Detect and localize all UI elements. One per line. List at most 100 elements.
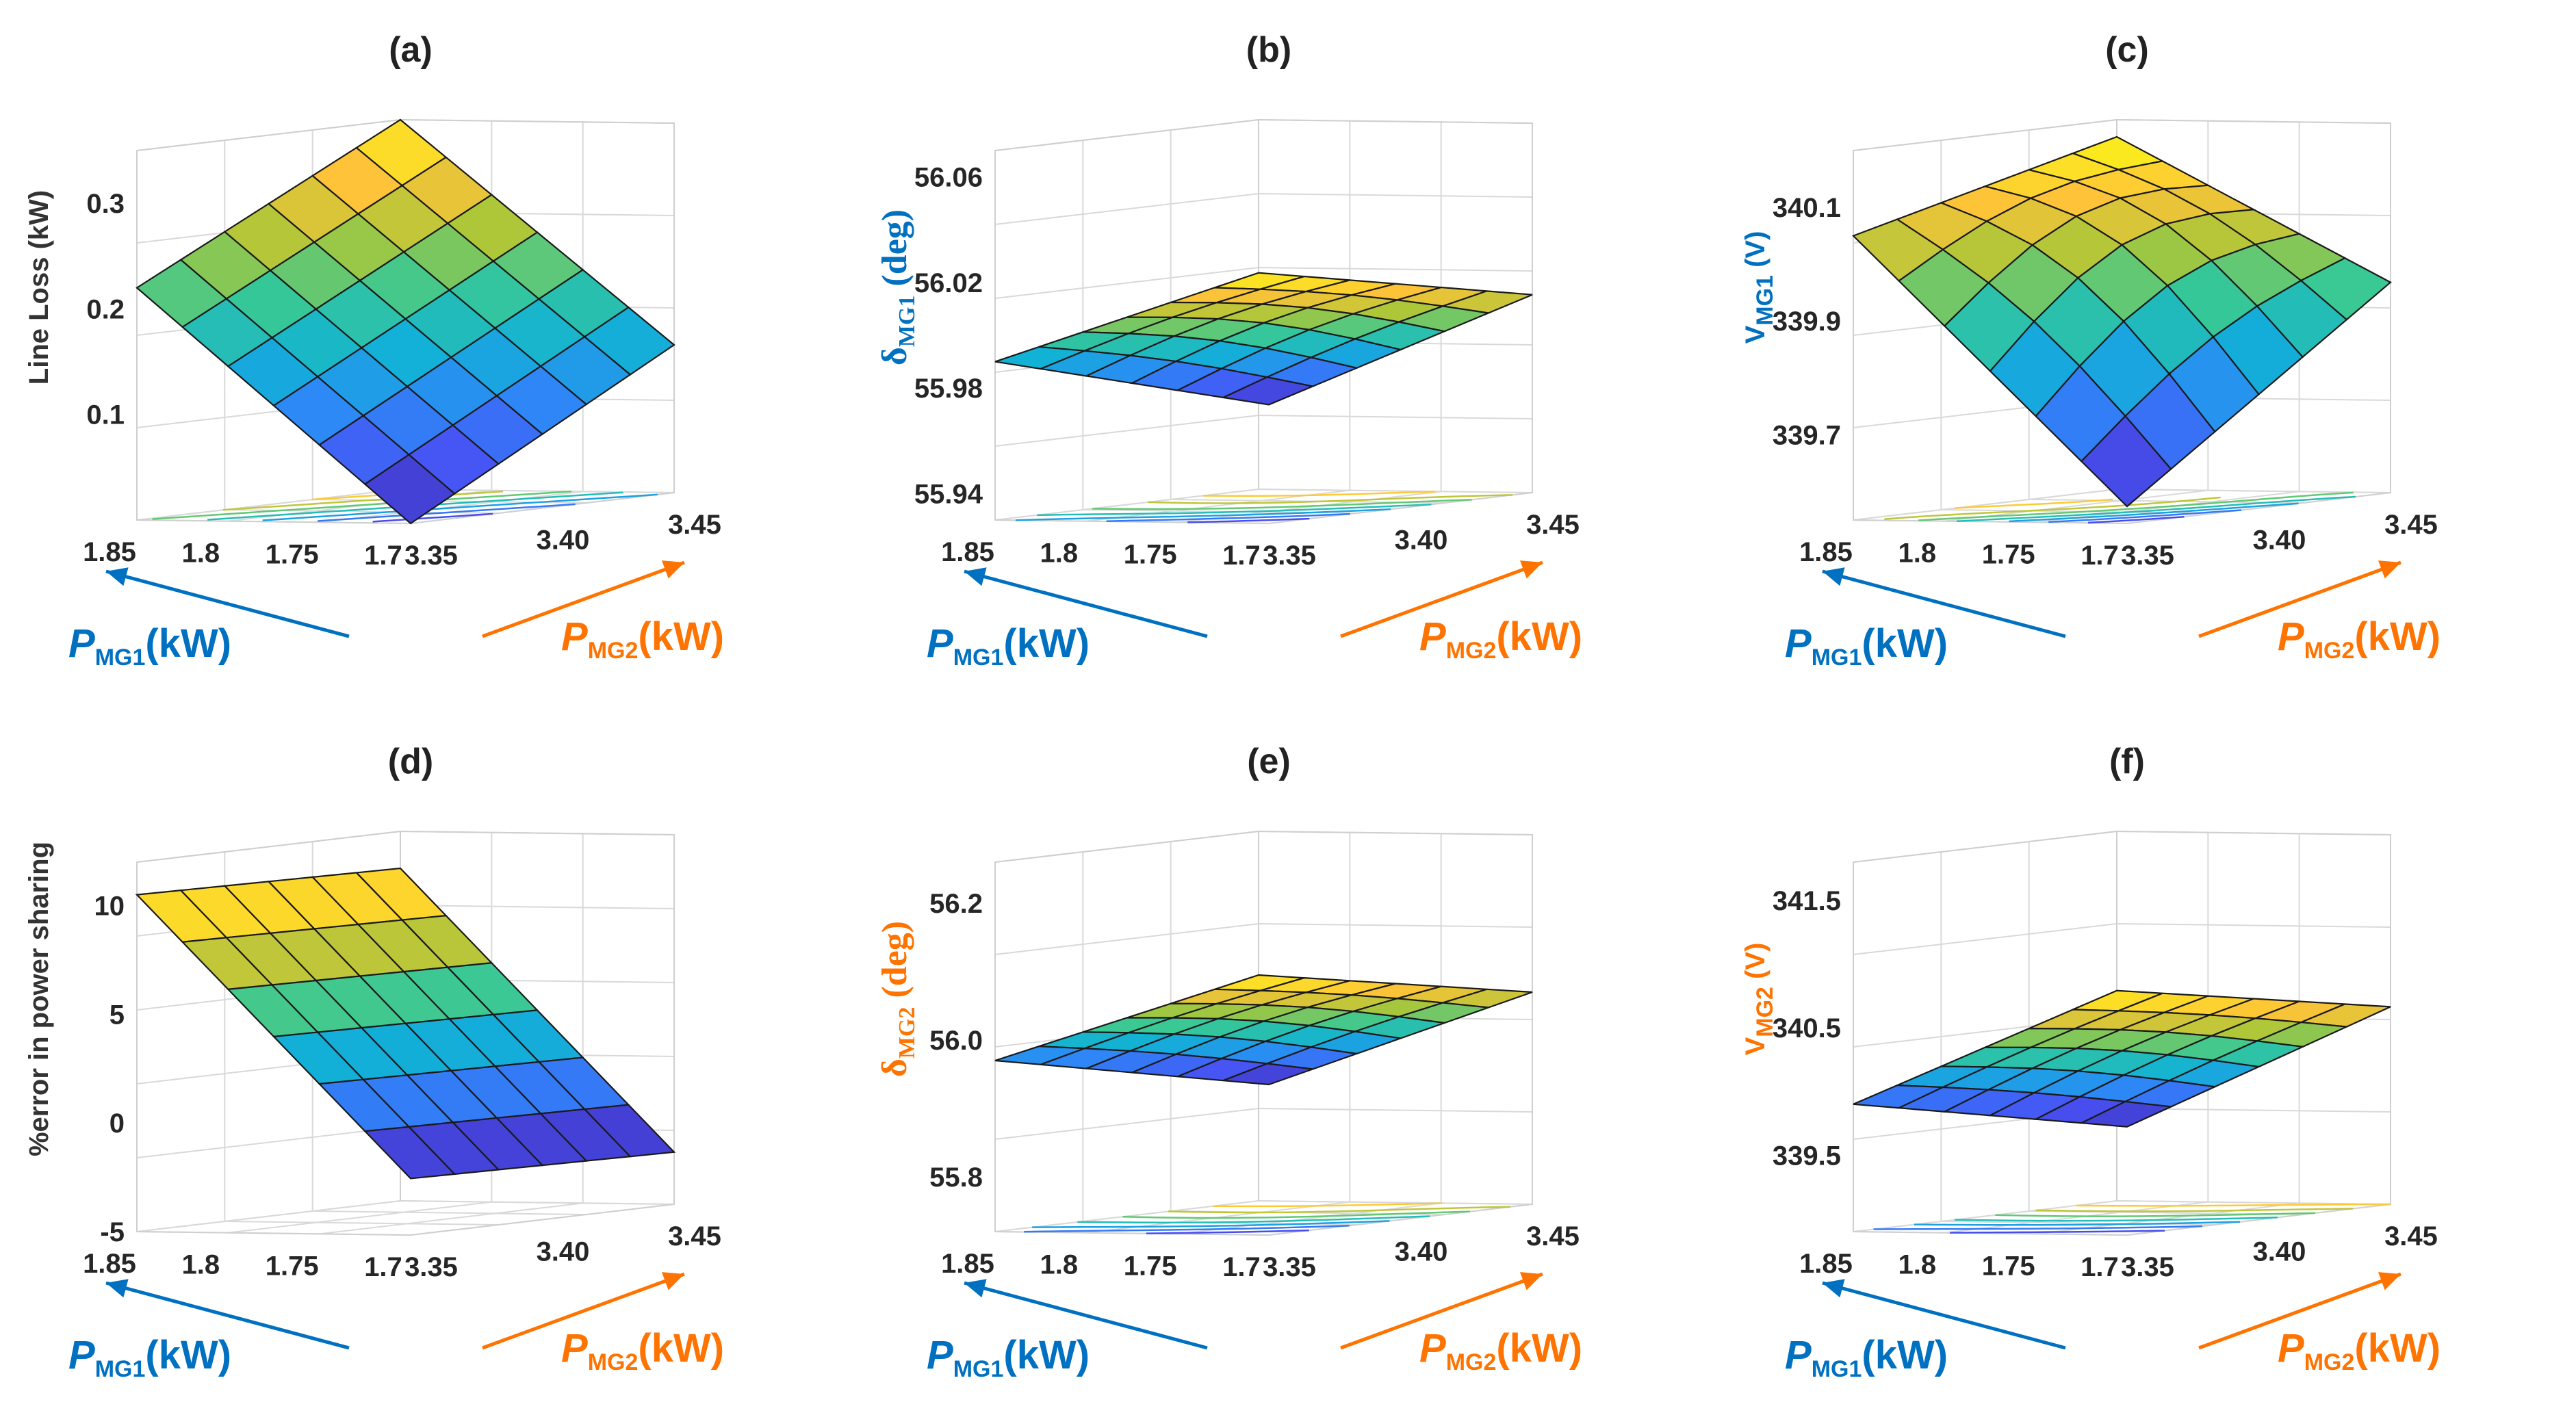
- contour-line: [1914, 1221, 2241, 1226]
- z-tick-label: 339.9: [1773, 307, 1841, 337]
- z-label-sub: MG1: [1752, 275, 1778, 326]
- x-tick-label: 1.85: [1799, 1249, 1853, 1279]
- p-mg1-arrow: [964, 569, 1208, 638]
- y-axis-label-sub: MG2: [1446, 638, 1497, 664]
- z-axis: 339.5 340.5 341.5: [1773, 886, 1841, 1171]
- surface: [1853, 989, 2391, 1128]
- x-axis-label-sub: MG1: [1812, 645, 1862, 671]
- y-tick-label: 3.40: [1395, 1237, 1448, 1267]
- contour-line: [1957, 495, 2356, 522]
- y-axis-label: PMG2(kW): [2278, 614, 2440, 664]
- y-tick-label: 3.40: [2253, 1237, 2306, 1267]
- x-tick-label: 1.75: [1124, 1251, 1177, 1281]
- x-axis-label-unit: (kW): [1003, 1333, 1090, 1377]
- grid-line: [136, 1200, 401, 1232]
- grid-line: [312, 1210, 587, 1215]
- y-tick-label: 3.45: [2384, 1221, 2438, 1251]
- z-tick-label: 55.94: [914, 479, 983, 509]
- grid-line: [136, 489, 401, 521]
- x-tick-label: 1.85: [941, 537, 994, 567]
- p-mg2-arrow-head: [1520, 560, 1543, 579]
- panel-title: (a): [389, 30, 433, 70]
- z-tick-label: 56.02: [914, 268, 983, 298]
- x-axis-label-sub: MG1: [953, 645, 1004, 671]
- panel-a: (a) 0.1 0.2 0.3 Line Loss (kW) 1.85 1.8 1.75 1.7…: [24, 30, 724, 671]
- contour-line: [1077, 1215, 1430, 1224]
- contour-line: [1213, 1202, 1443, 1208]
- contour-line: [1955, 498, 2113, 509]
- x-axis: 1.85 1.8 1.75 1.7: [941, 537, 1261, 571]
- contour-line: [1148, 494, 1513, 504]
- z-axis: 339.7 339.9 340.1: [1773, 193, 1841, 450]
- x-tick-label: 1.7: [364, 1252, 402, 1282]
- p-mg2-arrow: [2198, 560, 2401, 638]
- p-mg1-arrow-head: [1822, 567, 1845, 586]
- z-axis-label: Line Loss (kW): [24, 190, 54, 385]
- x-tick-label: 1.75: [266, 539, 319, 569]
- grid-line: [1944, 1201, 2208, 1234]
- x-axis-label-main: P: [927, 621, 953, 666]
- y-tick-label: 3.45: [668, 1221, 721, 1251]
- x-axis-label-main: P: [1785, 1333, 1812, 1377]
- p-mg1-arrow-head: [106, 1279, 129, 1298]
- z-tick-label: 340.5: [1773, 1013, 1841, 1043]
- z-axis: 55.8 56.0 56.2: [929, 889, 983, 1193]
- x-axis-label: PMG1(kW): [68, 621, 231, 671]
- contour-line: [1203, 491, 1436, 497]
- y-axis-label-unit: (kW): [638, 1326, 724, 1371]
- p-mg1-arrow-head: [106, 567, 129, 586]
- z-axis-label: VMG1 (V): [1740, 231, 1778, 344]
- y-tick-label: 3.35: [1263, 541, 1316, 571]
- z-axis: 0.1 0.2 0.3: [86, 189, 125, 430]
- x-axis-label-unit: (kW): [145, 621, 231, 666]
- panel-title: (f): [2109, 742, 2145, 781]
- x-axis-label-sub: MG1: [1812, 1356, 1862, 1382]
- y-axis-label: PMG2(kW): [2278, 1326, 2440, 1375]
- z-tick-label: 5: [110, 1000, 125, 1030]
- p-mg1-arrow: [105, 1281, 350, 1350]
- p-mg2-arrow-head: [662, 1272, 684, 1290]
- x-axis-label: PMG1(kW): [68, 1333, 231, 1382]
- y-tick-label: 3.40: [537, 525, 590, 556]
- y-axis-label-main: P: [1419, 1326, 1446, 1371]
- x-axis: 1.85 1.8 1.75 1.7: [83, 1249, 402, 1282]
- y-tick-label: 3.40: [537, 1237, 590, 1267]
- z-tick-label: 0.2: [86, 294, 125, 324]
- z-tick-label: 56.0: [929, 1026, 983, 1056]
- y-axis-label-unit: (kW): [1496, 614, 1582, 659]
- p-mg1-arrow: [964, 1281, 1208, 1350]
- grid-line: [136, 1199, 675, 1232]
- z-tick-label: 0.3: [86, 189, 125, 219]
- y-axis: 3.35 3.40 3.45: [1263, 510, 1580, 571]
- y-axis-label-sub: MG2: [1446, 1349, 1497, 1375]
- z-label-unit: (deg): [875, 209, 914, 296]
- z-label-unit: (V): [1740, 943, 1770, 987]
- z-tick-label: 55.98: [914, 374, 983, 404]
- z-tick-label: 339.5: [1773, 1141, 1841, 1171]
- contour-line: [1884, 496, 2221, 520]
- grid-line: [994, 1107, 1533, 1140]
- x-axis-label: PMG1(kW): [927, 621, 1090, 671]
- grid-line: [1258, 489, 1533, 493]
- contour-line: [1106, 512, 1350, 522]
- z-tick-label: 341.5: [1773, 886, 1841, 916]
- x-axis-label: PMG1(kW): [1785, 1333, 1948, 1382]
- z-tick-label: 10: [94, 892, 125, 922]
- z-axis: -5 0 5 10: [94, 892, 125, 1247]
- x-axis-label-unit: (kW): [1003, 621, 1090, 666]
- z-label-sub: MG1: [894, 296, 920, 348]
- surface: [135, 867, 676, 1180]
- contour-line: [1187, 517, 1310, 523]
- y-tick-label: 3.35: [1263, 1252, 1316, 1282]
- y-axis-label: PMG2(kW): [1419, 614, 1582, 664]
- z-axis-label: %error in power sharing: [24, 842, 54, 1156]
- contour-line: [262, 493, 658, 521]
- contour-line: [2035, 1208, 2354, 1212]
- x-tick-label: 1.7: [364, 541, 402, 571]
- y-axis-label-sub: MG2: [2304, 638, 2355, 664]
- y-axis-label-main: P: [2278, 614, 2304, 659]
- x-axis-label-sub: MG1: [953, 1356, 1004, 1382]
- x-axis-label-unit: (kW): [1862, 621, 1948, 666]
